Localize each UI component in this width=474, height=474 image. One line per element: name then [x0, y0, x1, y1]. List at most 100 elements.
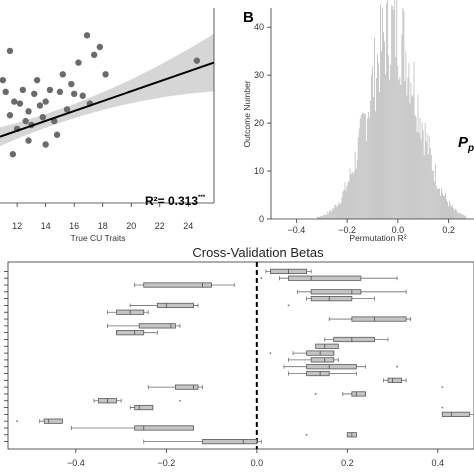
histogram-bar [365, 140, 367, 219]
boxplot-row [265, 268, 312, 275]
outlier-point [16, 420, 18, 423]
box [43, 418, 63, 424]
histogram-bar [403, 10, 405, 219]
box [138, 323, 176, 329]
histogram-bar [378, 63, 379, 220]
boxplot-title: Cross-Validation Betas [192, 245, 324, 260]
histogram-bar [387, 0, 389, 219]
histogram-bar [348, 180, 350, 219]
histogram-bar [416, 131, 418, 219]
histogram-bar [330, 210, 332, 219]
histogram-bar [320, 216, 322, 219]
boxplot-row [129, 404, 444, 411]
histogram-bar [322, 216, 324, 219]
boxplot-row [383, 377, 407, 383]
histogram-bar [345, 190, 347, 219]
boxplot-row [306, 296, 375, 302]
box [306, 364, 357, 370]
x-tick-label: 14 [41, 221, 51, 231]
scatter-point [79, 92, 86, 99]
histogram-bar [458, 213, 460, 219]
scatter-point [70, 90, 78, 98]
outlier-point [396, 365, 398, 368]
outlier-point [314, 393, 317, 395]
boxplot-row [315, 343, 339, 349]
x-tick-label: −0.2 [157, 458, 175, 468]
x-tick-label: 20 [126, 221, 136, 231]
y-tick-label: 40 [254, 22, 264, 32]
histogram-bar [347, 182, 349, 219]
histogram-bar [367, 111, 369, 219]
histogram-bar [327, 211, 329, 219]
histogram-bar [342, 191, 344, 219]
histogram-bar [455, 208, 457, 219]
x-tick-label: 0.0 [251, 458, 264, 468]
boxplot-row [297, 289, 407, 295]
histogram-bar [459, 213, 461, 219]
histogram-bar [451, 206, 452, 219]
histogram-bar [337, 205, 339, 219]
boxplot-row [70, 425, 194, 431]
x-axis-label-panel-a: True CU Traits [71, 233, 126, 243]
histogram-bar [461, 213, 463, 219]
scatter-point [39, 114, 46, 121]
box [441, 411, 470, 417]
histogram-bar [393, 10, 395, 219]
x-ticks-panel-a: 12 14 16 18 20 22 24 [12, 203, 193, 231]
box [143, 282, 212, 288]
x-ticks-panel-b: −0.4 −0.2 0.0 0.2 [287, 219, 455, 235]
histogram-bar [382, 7, 383, 220]
scatter-point [33, 76, 41, 84]
x-tick-label: 18 [98, 221, 108, 231]
histogram-bar [453, 207, 455, 219]
histogram-bar [424, 123, 426, 219]
x-ticks-panel-c: −0.4 −0.2 0.0 0.2 0.4 [67, 449, 444, 468]
x-tick-label: 16 [69, 221, 79, 231]
box [202, 438, 258, 445]
box [116, 330, 145, 336]
histogram-bar [334, 205, 336, 219]
histogram-bar [406, 95, 408, 219]
scatter-point [59, 71, 66, 78]
histogram-bar [456, 209, 458, 219]
histogram-bar [366, 118, 368, 219]
boxplot-rows [16, 268, 474, 445]
x-tick-label: 0.2 [341, 458, 354, 468]
scatter-point [25, 137, 32, 144]
histogram-bar [339, 204, 341, 219]
box [351, 391, 366, 397]
scatter-point [16, 100, 24, 107]
histogram-bar [457, 212, 459, 219]
histogram-bar [429, 148, 431, 219]
confidence-band [0, 33, 214, 147]
histogram-bar [411, 96, 413, 219]
box [387, 377, 403, 383]
histogram-bar [333, 208, 335, 219]
histogram-bar [360, 115, 362, 219]
histogram-bar [335, 204, 337, 219]
boxplot-row [441, 411, 474, 417]
histogram-bar [463, 214, 465, 219]
scatter-point [53, 131, 61, 138]
histogram-bar [430, 154, 432, 219]
histogram-bar [423, 154, 425, 219]
histogram-bar [420, 139, 422, 219]
histogram-bar [464, 215, 466, 219]
panel-b-letter: B [243, 9, 254, 26]
histogram-bar [332, 208, 334, 219]
box [156, 302, 194, 309]
histogram-bar [323, 214, 325, 219]
histogram-bar [434, 163, 436, 219]
boxplot-row [305, 432, 357, 438]
scatter-point [36, 102, 44, 109]
boxplot-row [107, 323, 181, 329]
scatter-point [9, 151, 17, 158]
y-tick-label: 30 [254, 70, 264, 80]
histogram-bar [433, 181, 435, 219]
histogram-bar [410, 82, 412, 219]
histogram-bar [386, 3, 388, 219]
histogram-bar [371, 65, 373, 220]
y-tick-label: 10 [254, 166, 264, 176]
scatter-point [63, 106, 71, 113]
x-tick-label: 0.0 [392, 225, 405, 235]
